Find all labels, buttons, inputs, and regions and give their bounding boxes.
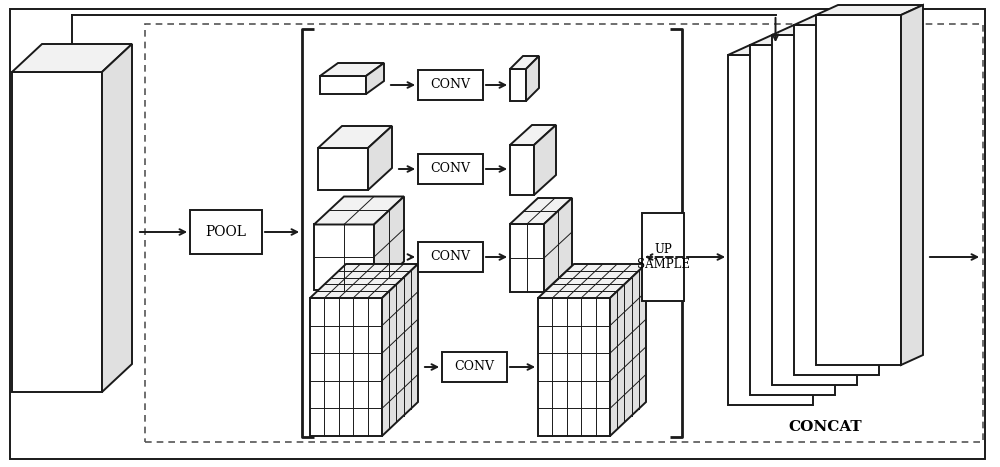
Polygon shape (368, 126, 392, 190)
Bar (442, 352, 507, 382)
Polygon shape (728, 55, 813, 405)
Polygon shape (728, 45, 835, 55)
Polygon shape (374, 197, 404, 290)
Polygon shape (320, 63, 384, 76)
Polygon shape (12, 44, 132, 72)
Polygon shape (366, 63, 384, 94)
Polygon shape (510, 69, 526, 101)
Text: POOL: POOL (206, 225, 246, 239)
Polygon shape (772, 35, 857, 385)
Polygon shape (314, 197, 404, 225)
Polygon shape (510, 125, 556, 145)
Polygon shape (526, 56, 539, 101)
Polygon shape (610, 264, 646, 436)
Text: UP
SAMPLE: UP SAMPLE (637, 243, 690, 271)
Polygon shape (320, 76, 366, 94)
Polygon shape (794, 15, 901, 25)
Polygon shape (534, 125, 556, 195)
Text: CONV: CONV (430, 163, 471, 176)
Polygon shape (750, 35, 857, 45)
Polygon shape (750, 45, 835, 395)
Polygon shape (510, 56, 539, 69)
Bar (642, 213, 684, 301)
Polygon shape (544, 198, 572, 292)
Bar (145, 24, 983, 442)
Polygon shape (318, 148, 368, 190)
Polygon shape (794, 25, 879, 375)
Polygon shape (816, 5, 923, 15)
Polygon shape (314, 225, 374, 290)
Polygon shape (538, 264, 646, 298)
Polygon shape (538, 298, 610, 436)
Polygon shape (816, 15, 901, 365)
Text: CONCAT: CONCAT (789, 420, 862, 434)
Text: CONV: CONV (454, 361, 494, 374)
Polygon shape (901, 5, 923, 365)
Polygon shape (772, 25, 879, 35)
Polygon shape (102, 44, 132, 392)
Polygon shape (310, 264, 418, 298)
Text: CONV: CONV (430, 250, 471, 263)
Polygon shape (510, 224, 544, 292)
Polygon shape (310, 298, 382, 436)
Bar (190, 210, 262, 254)
Polygon shape (12, 72, 102, 392)
Bar (418, 70, 483, 100)
Polygon shape (510, 198, 572, 224)
Polygon shape (382, 264, 418, 436)
Polygon shape (510, 145, 534, 195)
Polygon shape (318, 126, 392, 148)
Text: CONV: CONV (430, 78, 471, 92)
Bar (418, 242, 483, 272)
Bar (418, 154, 483, 184)
